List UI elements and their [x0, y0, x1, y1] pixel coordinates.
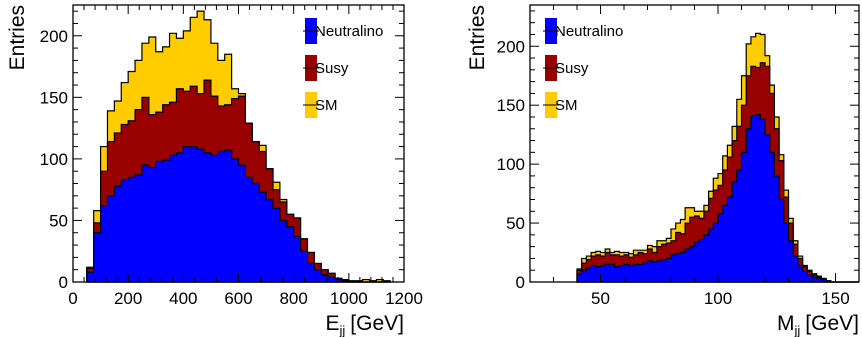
x-tick-label: 100 [704, 289, 732, 308]
energy-histogram-panel: 0 200 400 600 800 1000 1200 0 50 100 150 200 Entries… [6, 4, 423, 337]
x-tick-label: 1200 [385, 289, 423, 308]
x-axis-title-main: E [326, 312, 340, 335]
x-axis-title-subscript: jj [794, 323, 801, 337]
series-neutralino-histogram [576, 114, 859, 283]
x-tick-label: 50 [591, 289, 610, 308]
legend-label-neutralino: Neutralino [315, 23, 383, 40]
x-tick-label: 800 [279, 289, 307, 308]
y-axis-title: Entries [466, 5, 489, 70]
x-axis-title-unit: [GeV] [350, 312, 404, 335]
legend-label-neutralino: Neutralino [555, 23, 623, 40]
legend-label-sm: SM [555, 97, 578, 114]
x-axis-title-subscript: jj [339, 323, 346, 337]
y-tick-label: 50 [506, 214, 525, 233]
y-axis-title: Entries [6, 5, 29, 70]
y-tick-label: 100 [497, 155, 525, 174]
x-tick-label: 600 [224, 289, 252, 308]
x-axis-title: Mjj [GeV] [777, 312, 859, 337]
y-tick-label: 50 [49, 211, 68, 230]
x-axis-title-unit: [GeV] [805, 312, 859, 335]
x-tick-label: 150 [821, 289, 849, 308]
y-tick-label: 100 [40, 150, 68, 169]
x-tick-label: 1000 [330, 289, 368, 308]
x-tick-label: 400 [169, 289, 197, 308]
x-tick-label: 200 [114, 289, 142, 308]
y-tick-label: 0 [516, 273, 525, 292]
x-axis-title-main: M [777, 312, 795, 335]
y-tick-label: 200 [497, 37, 525, 56]
series-neutralino-histogram [86, 145, 391, 283]
y-tick-label: 150 [497, 96, 525, 115]
y-tick-label: 200 [40, 27, 68, 46]
mass-histogram-panel: 50 100 150 0 50 100 150 200 Entries Mjj [GeV] Neutr… [466, 4, 860, 337]
y-tick-label: 150 [40, 88, 68, 107]
legend-label-sm: SM [315, 97, 338, 114]
x-axis-title: Ejj [GeV] [326, 312, 405, 337]
x-tick-label: 0 [68, 289, 77, 308]
y-tick-label: 0 [59, 273, 68, 292]
legend-label-susy: Susy [315, 60, 349, 77]
legend-label-susy: Susy [555, 60, 589, 77]
